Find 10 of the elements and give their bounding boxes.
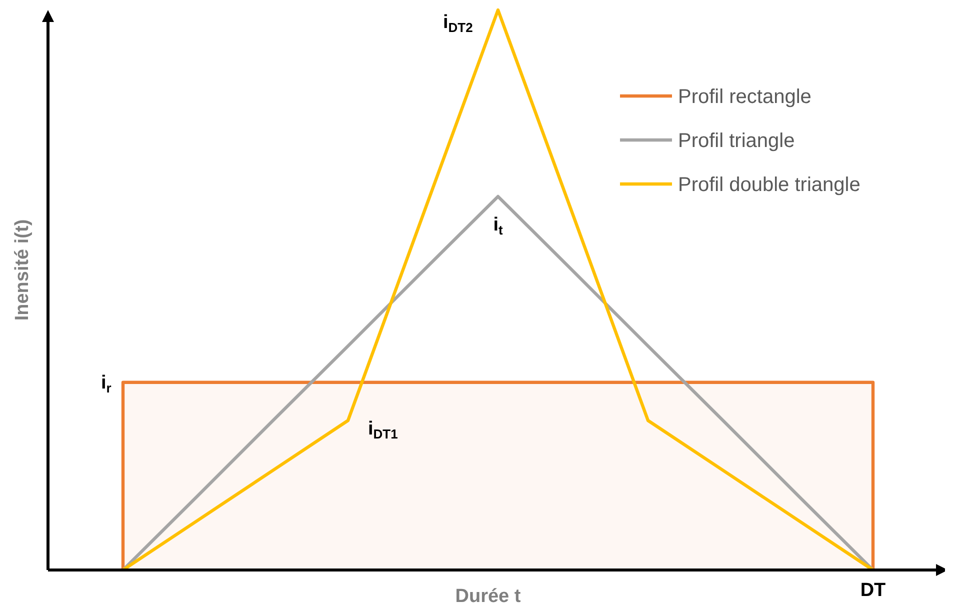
- legend-label: Profil triangle: [678, 130, 795, 152]
- text: DT: [860, 580, 886, 601]
- x-axis-title: Durée t: [455, 586, 522, 607]
- annotation: i$_{DT2}$: [443, 12, 473, 35]
- legend-label: Profil double triangle: [678, 174, 860, 196]
- annotation: i$_{t}$: [493, 214, 504, 238]
- legend-label: Profil rectangle: [678, 86, 812, 108]
- annotation: i$_{r}$: [101, 372, 112, 396]
- annotation: i$_{DT1}$: [368, 418, 398, 442]
- y-axis-title: Inensité i(t): [12, 219, 33, 321]
